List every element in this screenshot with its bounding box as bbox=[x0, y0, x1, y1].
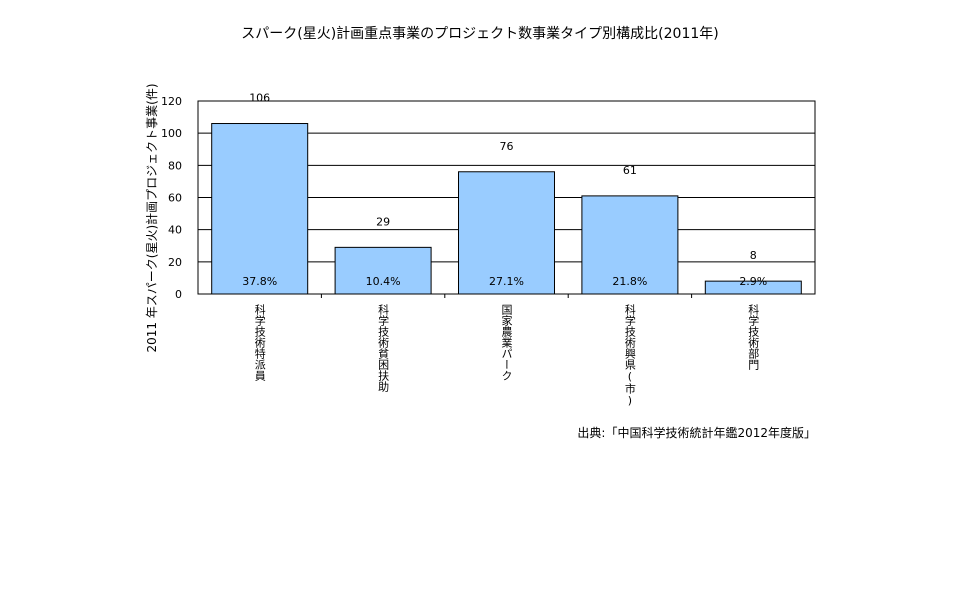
y-tick-label: 100 bbox=[161, 127, 182, 140]
source-note: 出典:「中国科学技術統計年鑑2012年度版」 bbox=[577, 425, 816, 440]
data-label: 8 bbox=[750, 249, 757, 262]
x-tick-label: 科学技術貧困扶助 bbox=[377, 303, 390, 393]
y-tick-label: 20 bbox=[168, 256, 182, 269]
data-label: 61 bbox=[623, 164, 637, 177]
y-tick-label: 60 bbox=[168, 192, 182, 205]
share-label: 10.4% bbox=[366, 275, 401, 288]
share-label: 37.8% bbox=[242, 275, 277, 288]
share-label: 2.9% bbox=[739, 275, 767, 288]
y-tick-label: 0 bbox=[175, 288, 182, 301]
chart-title: スパーク(星火)計画重点事業のプロジェクト数事業タイプ別構成比(2011年) bbox=[241, 26, 718, 42]
y-axis-label: 2011 年スパーク(星火)計画プロジェクト事業(件) bbox=[144, 83, 159, 352]
share-label: 21.8% bbox=[612, 275, 647, 288]
y-tick-label: 40 bbox=[168, 224, 182, 237]
share-label: 27.1% bbox=[489, 275, 524, 288]
data-label: 106 bbox=[249, 92, 270, 105]
y-tick-label: 120 bbox=[161, 95, 182, 108]
x-tick-label: 科学技術部門 bbox=[747, 303, 760, 371]
data-label: 29 bbox=[376, 215, 390, 228]
x-tick-label: 国家農業パーク bbox=[500, 304, 513, 381]
bar bbox=[211, 123, 309, 295]
x-tick-label: 科学技術特派員 bbox=[253, 303, 266, 382]
bar bbox=[334, 246, 432, 295]
plot-area bbox=[197, 100, 816, 295]
y-tick-label: 80 bbox=[168, 159, 182, 172]
data-label: 76 bbox=[500, 140, 514, 153]
bar bbox=[581, 195, 679, 295]
x-tick-label: 科学技術興県(市) bbox=[623, 303, 636, 407]
